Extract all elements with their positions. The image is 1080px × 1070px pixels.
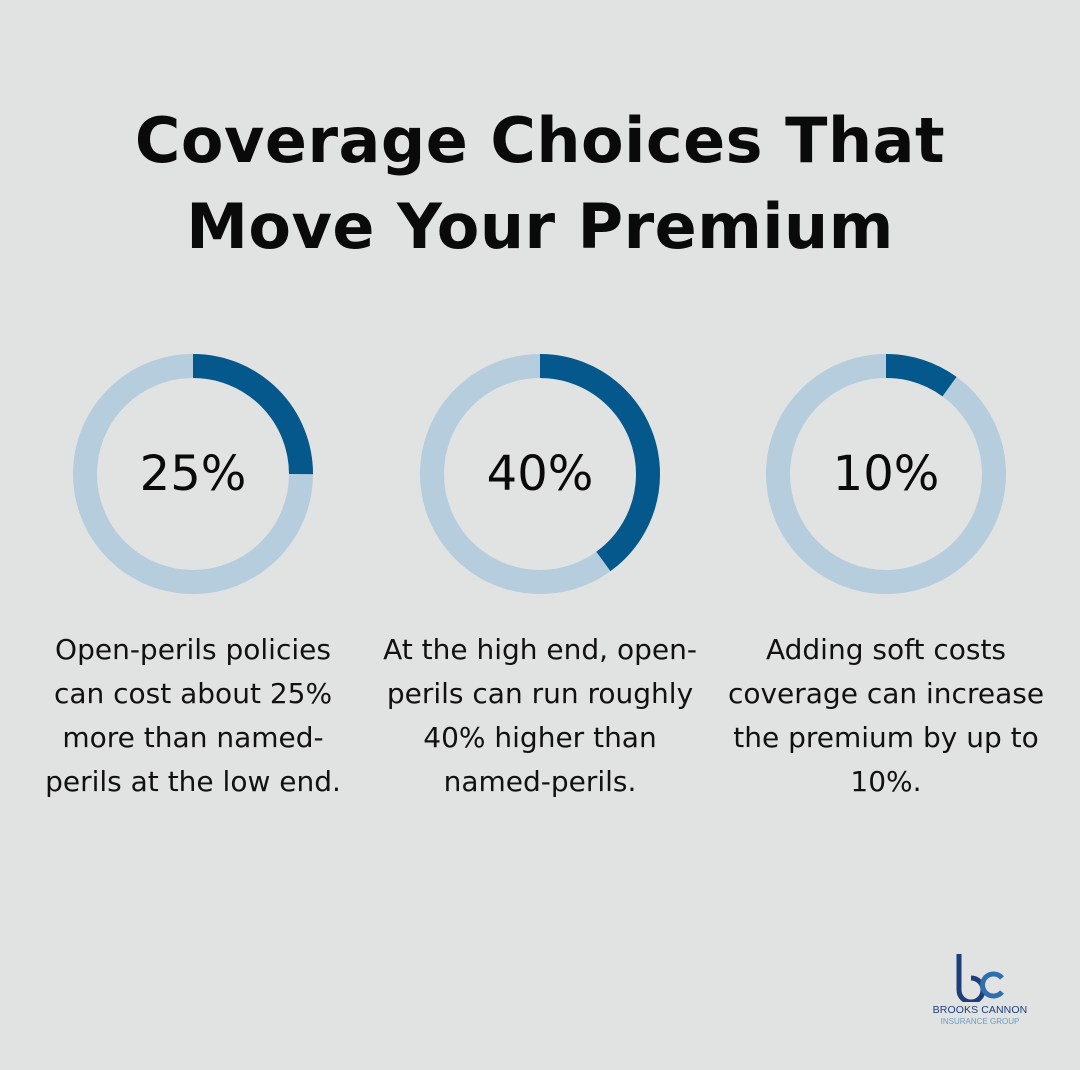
stat-description: Adding soft costs coverage can increase … bbox=[727, 633, 1045, 798]
stat-description: Open-perils policies can cost about 25% … bbox=[45, 633, 341, 798]
donut-chart-10 bbox=[766, 354, 1006, 594]
stat-description: At the high end, open-perils can run rou… bbox=[383, 633, 697, 798]
stat-value: 25% bbox=[139, 446, 247, 502]
logo-name: BROOKS CANNON bbox=[932, 1004, 1028, 1016]
title-line-1: Coverage Choices That bbox=[134, 104, 946, 177]
donut-chart-25 bbox=[73, 354, 313, 594]
stat-value: 10% bbox=[832, 446, 940, 502]
donut-chart-40 bbox=[420, 354, 660, 594]
bc-logo-icon bbox=[956, 954, 1004, 1002]
brooks-cannon-logo: BROOKS CANNON INSURANCE GROUP bbox=[924, 950, 1044, 1030]
page-title: Coverage Choices That Move Your Premium bbox=[0, 98, 1080, 270]
title-line-2: Move Your Premium bbox=[186, 190, 894, 263]
stat-value: 40% bbox=[486, 446, 594, 502]
logo-subtitle: INSURANCE GROUP bbox=[940, 1017, 1020, 1026]
